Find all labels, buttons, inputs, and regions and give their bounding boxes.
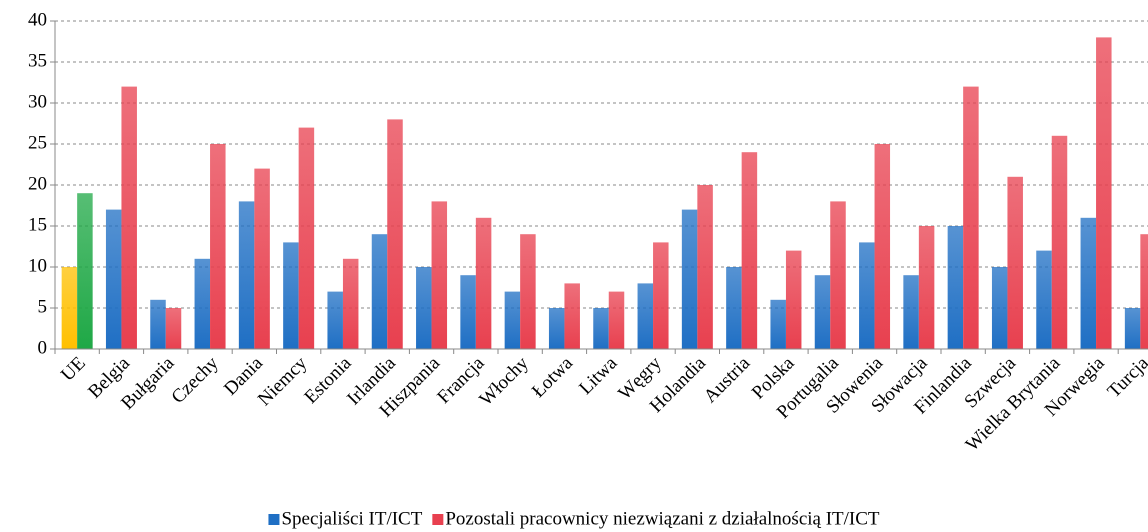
bar (770, 299, 786, 349)
bar (61, 267, 78, 349)
bar (475, 217, 492, 349)
bar (1124, 308, 1141, 349)
y-tick-label: 35 (28, 50, 47, 71)
bar (1036, 250, 1052, 349)
bar (741, 152, 758, 349)
bar (1007, 176, 1023, 349)
bar (859, 242, 875, 349)
bar (1080, 217, 1097, 349)
bar (105, 209, 122, 349)
bar (238, 201, 255, 349)
bar (327, 291, 343, 349)
bar (121, 86, 137, 349)
y-tick-label: 30 (28, 91, 47, 112)
bar (1051, 135, 1068, 349)
bar (431, 201, 448, 349)
bar (593, 308, 609, 349)
x-tick-label: UE (57, 353, 90, 386)
bar (947, 226, 964, 349)
legend-swatch (432, 514, 444, 525)
y-tick-label: 10 (28, 255, 47, 276)
bar (681, 209, 698, 349)
bar (150, 299, 166, 349)
bar (504, 291, 521, 349)
x-tick-label: Litwa (575, 352, 622, 399)
y-tick-label: 0 (38, 337, 48, 358)
bar (814, 275, 831, 349)
y-tick-label: 5 (38, 296, 48, 317)
x-tick-label: Łotwa (528, 352, 578, 402)
x-tick-label: Austria (700, 352, 755, 407)
y-tick-label: 15 (28, 214, 47, 235)
bar (254, 168, 270, 349)
bar (416, 267, 432, 349)
x-tick-label: Niemcy (254, 352, 312, 410)
y-tick-label: 20 (28, 173, 47, 194)
legend-item: Specjaliści IT/ICT (268, 508, 423, 529)
bar (298, 127, 315, 349)
bar (460, 275, 476, 349)
x-tick-label: Czechy (168, 352, 223, 407)
bar (637, 283, 654, 349)
bar (387, 119, 403, 350)
bar (653, 242, 669, 349)
legend-item: Pozostali pracownicy niezwiązani z dział… (432, 508, 880, 529)
legend-swatch (268, 514, 280, 525)
bar (194, 258, 211, 349)
bar (697, 185, 713, 349)
x-tick-label: Włochy (475, 352, 533, 410)
bar (991, 267, 1008, 349)
bar (874, 144, 891, 349)
bar (283, 242, 299, 349)
bar (830, 201, 846, 349)
bar (371, 234, 388, 349)
bar (726, 267, 742, 349)
y-tick-label: 25 (28, 132, 47, 153)
bar (1096, 37, 1112, 350)
bar (520, 234, 536, 349)
bar (210, 144, 226, 349)
bar (785, 250, 802, 349)
legend-label: Specjaliści IT/ICT (281, 508, 422, 529)
bar (1140, 234, 1148, 349)
bar (903, 275, 919, 349)
x-tick-label: Turcja (1104, 352, 1148, 402)
bar (342, 258, 359, 349)
bar (548, 308, 565, 349)
y-tick-label: 40 (28, 9, 47, 30)
bar (165, 308, 182, 349)
legend-label: Pozostali pracownicy niezwiązani z dział… (445, 508, 880, 529)
bar (918, 226, 935, 349)
bar (963, 86, 979, 349)
bar (564, 283, 580, 349)
bar (608, 291, 625, 349)
bar (77, 193, 93, 349)
